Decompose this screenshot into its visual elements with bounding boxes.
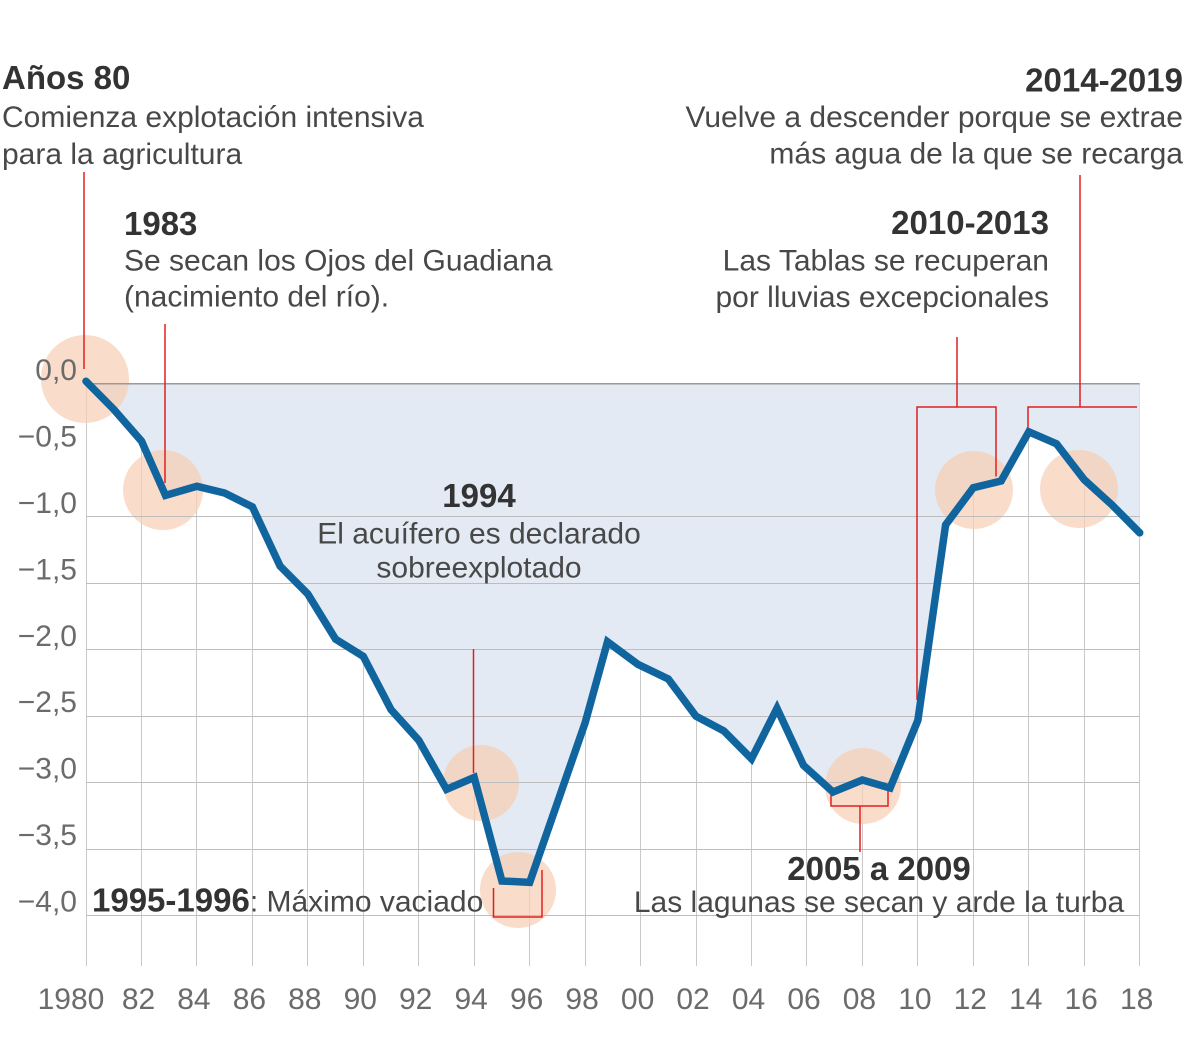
svg-text:1995-1996: Máximo vaciado: 1995-1996: Máximo vaciado xyxy=(92,882,483,919)
svg-text:más agua de la que se recarga: más agua de la que se recarga xyxy=(769,138,1183,171)
svg-text:00: 00 xyxy=(621,983,654,1016)
svg-text:86: 86 xyxy=(233,983,266,1016)
svg-text:18: 18 xyxy=(1120,983,1153,1016)
svg-text:02: 02 xyxy=(676,983,709,1016)
svg-text:1980: 1980 xyxy=(38,983,105,1016)
svg-text:06: 06 xyxy=(787,983,820,1016)
svg-text:1994: 1994 xyxy=(442,477,516,514)
svg-text:10: 10 xyxy=(898,983,931,1016)
svg-text:12: 12 xyxy=(954,983,987,1016)
svg-text:88: 88 xyxy=(288,983,321,1016)
svg-text:−2,0: −2,0 xyxy=(18,620,77,653)
svg-text:−1,0: −1,0 xyxy=(18,487,77,520)
svg-text:1983: 1983 xyxy=(124,205,197,242)
svg-text:Vuelve a descender porque se e: Vuelve a descender porque se extrae xyxy=(685,101,1183,134)
svg-text:sobreexplotado: sobreexplotado xyxy=(376,552,581,585)
svg-text:98: 98 xyxy=(565,983,598,1016)
svg-text:Años 80: Años 80 xyxy=(2,59,130,96)
svg-text:2010-2013: 2010-2013 xyxy=(891,204,1049,241)
svg-text:0,0: 0,0 xyxy=(35,354,77,387)
svg-text:por lluvias excepcionales: por lluvias excepcionales xyxy=(715,281,1049,314)
svg-text:96: 96 xyxy=(510,983,543,1016)
svg-text:−4,0: −4,0 xyxy=(18,886,77,919)
svg-text:14: 14 xyxy=(1009,983,1042,1016)
svg-text:82: 82 xyxy=(122,983,155,1016)
svg-text:El acuífero es declarado: El acuífero es declarado xyxy=(317,518,641,551)
svg-text:16: 16 xyxy=(1065,983,1098,1016)
svg-text:para la agricultura: para la agricultura xyxy=(2,138,242,171)
svg-text:84: 84 xyxy=(177,983,210,1016)
svg-text:Las lagunas se secan y arde la: Las lagunas se secan y arde la turba xyxy=(634,886,1125,919)
svg-text:94: 94 xyxy=(455,983,488,1016)
svg-text:−2,5: −2,5 xyxy=(18,686,77,719)
svg-text:(nacimiento del río).: (nacimiento del río). xyxy=(124,281,389,314)
svg-text:−3,0: −3,0 xyxy=(18,753,77,786)
svg-text:−3,5: −3,5 xyxy=(18,819,77,852)
svg-text:2014-2019: 2014-2019 xyxy=(1025,62,1183,99)
svg-text:04: 04 xyxy=(732,983,765,1016)
svg-text:90: 90 xyxy=(344,983,377,1016)
svg-text:Comienza explotación intensiva: Comienza explotación intensiva xyxy=(2,101,424,134)
svg-text:−1,5: −1,5 xyxy=(18,553,77,586)
svg-text:08: 08 xyxy=(843,983,876,1016)
svg-text:Se secan los Ojos del Guadiana: Se secan los Ojos del Guadiana xyxy=(124,245,553,278)
svg-text:92: 92 xyxy=(399,983,432,1016)
svg-text:Las Tablas se recuperan: Las Tablas se recuperan xyxy=(723,245,1049,278)
svg-text:2005 a 2009: 2005 a 2009 xyxy=(787,850,971,887)
svg-text:−0,5: −0,5 xyxy=(18,420,77,453)
